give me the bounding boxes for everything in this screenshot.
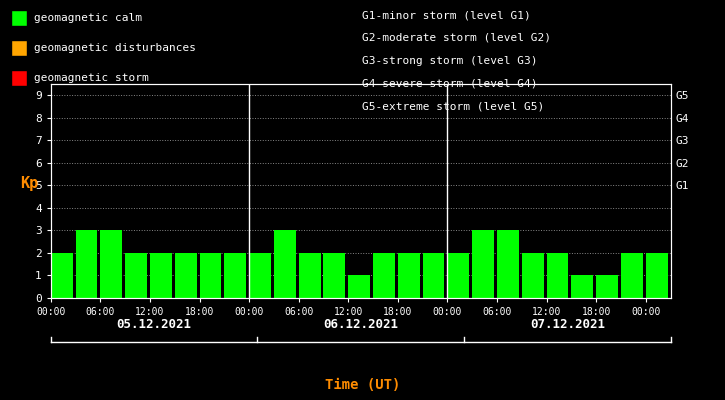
Text: G2-moderate storm (level G2): G2-moderate storm (level G2) bbox=[362, 33, 552, 43]
Bar bbox=[646, 253, 668, 298]
Bar bbox=[125, 253, 147, 298]
Bar bbox=[522, 253, 544, 298]
Bar bbox=[323, 253, 345, 298]
Text: 07.12.2021: 07.12.2021 bbox=[530, 318, 605, 331]
Bar bbox=[447, 253, 469, 298]
Bar bbox=[100, 230, 122, 298]
Bar bbox=[571, 276, 593, 298]
Bar bbox=[348, 276, 370, 298]
Bar bbox=[621, 253, 643, 298]
Bar bbox=[175, 253, 196, 298]
Bar bbox=[150, 253, 172, 298]
Text: G5-extreme storm (level G5): G5-extreme storm (level G5) bbox=[362, 101, 544, 111]
Bar bbox=[199, 253, 221, 298]
Bar bbox=[274, 230, 296, 298]
Bar bbox=[224, 253, 246, 298]
Bar bbox=[249, 253, 271, 298]
Bar bbox=[497, 230, 519, 298]
Bar bbox=[423, 253, 444, 298]
Text: geomagnetic calm: geomagnetic calm bbox=[34, 13, 142, 23]
Text: 05.12.2021: 05.12.2021 bbox=[117, 318, 191, 331]
Bar bbox=[596, 276, 618, 298]
Bar bbox=[299, 253, 320, 298]
Bar bbox=[51, 253, 72, 298]
Text: G3-strong storm (level G3): G3-strong storm (level G3) bbox=[362, 56, 538, 66]
Text: geomagnetic storm: geomagnetic storm bbox=[34, 73, 149, 83]
Y-axis label: Kp: Kp bbox=[20, 176, 38, 191]
Text: geomagnetic disturbances: geomagnetic disturbances bbox=[34, 43, 196, 53]
Text: G4-severe storm (level G4): G4-severe storm (level G4) bbox=[362, 78, 538, 88]
Bar bbox=[398, 253, 420, 298]
Bar bbox=[547, 253, 568, 298]
Text: 06.12.2021: 06.12.2021 bbox=[323, 318, 398, 331]
Bar bbox=[373, 253, 395, 298]
Bar bbox=[472, 230, 494, 298]
Bar bbox=[75, 230, 97, 298]
Text: Time (UT): Time (UT) bbox=[325, 378, 400, 392]
Text: G1-minor storm (level G1): G1-minor storm (level G1) bbox=[362, 10, 531, 20]
